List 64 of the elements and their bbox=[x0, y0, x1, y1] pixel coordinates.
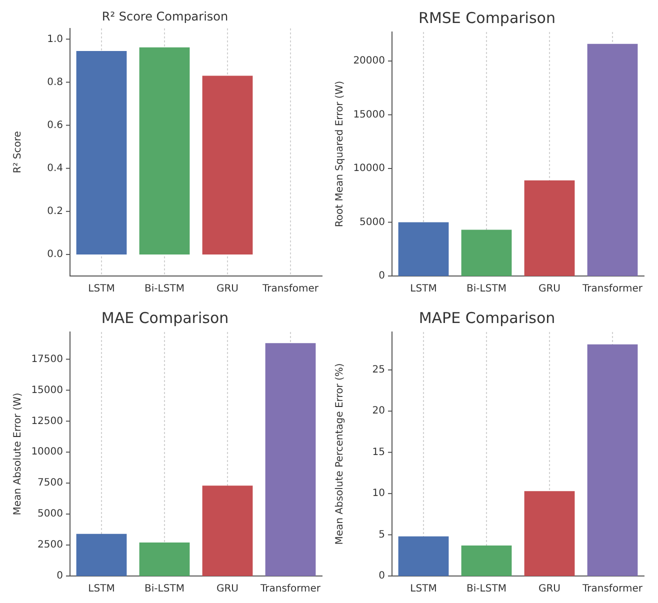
y-tick-label: 5000 bbox=[38, 508, 63, 520]
bar bbox=[202, 486, 253, 576]
y-tick-label: 7500 bbox=[38, 478, 63, 489]
chart-title: RMSE Comparison bbox=[418, 8, 556, 27]
y-tick-label: 2500 bbox=[38, 540, 63, 551]
y-tick-label: 0 bbox=[378, 270, 385, 282]
y-axis-title: Root Mean Squared Error (W) bbox=[334, 80, 346, 228]
x-tick-label: LSTM bbox=[410, 584, 437, 595]
x-tick-label: Bi-LSTM bbox=[466, 584, 506, 595]
y-tick-label: 0.2 bbox=[47, 206, 63, 217]
y-tick-label: 1.0 bbox=[47, 34, 63, 45]
bar bbox=[202, 76, 253, 254]
y-tick-label: 5000 bbox=[360, 216, 385, 228]
y-tick-label: 0.0 bbox=[47, 249, 63, 260]
x-tick-label: Transfomer bbox=[261, 284, 320, 295]
y-tick-label: 15 bbox=[372, 446, 385, 458]
y-axis-title: R² Score bbox=[12, 131, 24, 174]
bar bbox=[587, 344, 638, 576]
bar bbox=[524, 491, 575, 576]
y-tick-label: 0.4 bbox=[47, 162, 63, 174]
bar bbox=[139, 542, 190, 576]
y-tick-label: 20 bbox=[372, 406, 385, 417]
y-tick-label: 17500 bbox=[31, 354, 63, 365]
x-tick-label: Transformer bbox=[259, 584, 322, 595]
y-tick-label: 0.6 bbox=[47, 120, 63, 131]
y-axis-title: Mean Absolute Percentage Error (%) bbox=[334, 363, 346, 545]
y-tick-label: 0 bbox=[378, 570, 385, 582]
y-tick-label: 12500 bbox=[31, 416, 63, 427]
chart-title: MAPE Comparison bbox=[418, 308, 556, 327]
chart-title: R² Score Comparison bbox=[102, 9, 228, 24]
chart-title: MAE Comparison bbox=[101, 308, 229, 327]
y-tick-label: 10 bbox=[372, 488, 385, 500]
y-tick-label: 0.8 bbox=[47, 76, 63, 88]
bar bbox=[76, 534, 127, 576]
y-tick-label: 15000 bbox=[353, 109, 385, 120]
x-tick-label: GRU bbox=[216, 584, 239, 595]
x-tick-label: GRU bbox=[538, 284, 561, 295]
x-tick-label: Bi-LSTM bbox=[144, 284, 184, 295]
x-tick-label: Transformer bbox=[581, 584, 644, 595]
y-axis-title: Mean Absolute Error (W) bbox=[12, 392, 24, 516]
x-tick-label: Bi-LSTM bbox=[144, 584, 184, 595]
x-tick-label: Transformer bbox=[581, 284, 644, 295]
bar bbox=[461, 546, 512, 576]
bar bbox=[461, 230, 512, 276]
x-tick-label: Bi-LSTM bbox=[466, 284, 506, 295]
bar bbox=[139, 47, 190, 254]
y-tick-label: 20000 bbox=[353, 56, 385, 67]
x-tick-label: LSTM bbox=[410, 284, 437, 295]
y-tick-label: 5 bbox=[378, 529, 385, 540]
bar bbox=[265, 343, 316, 576]
bar bbox=[398, 536, 449, 576]
x-tick-label: LSTM bbox=[88, 584, 115, 595]
y-tick-label: 25 bbox=[372, 364, 385, 376]
bar bbox=[587, 44, 638, 276]
x-tick-label: GRU bbox=[216, 284, 239, 295]
bar bbox=[398, 222, 449, 276]
bar bbox=[524, 180, 575, 276]
y-tick-label: 15000 bbox=[31, 384, 63, 396]
bar bbox=[76, 51, 127, 254]
y-tick-label: 10000 bbox=[353, 163, 385, 174]
x-tick-label: GRU bbox=[538, 584, 561, 595]
x-tick-label: LSTM bbox=[88, 284, 115, 295]
y-tick-label: 0 bbox=[56, 570, 63, 582]
y-tick-label: 10000 bbox=[31, 446, 63, 458]
